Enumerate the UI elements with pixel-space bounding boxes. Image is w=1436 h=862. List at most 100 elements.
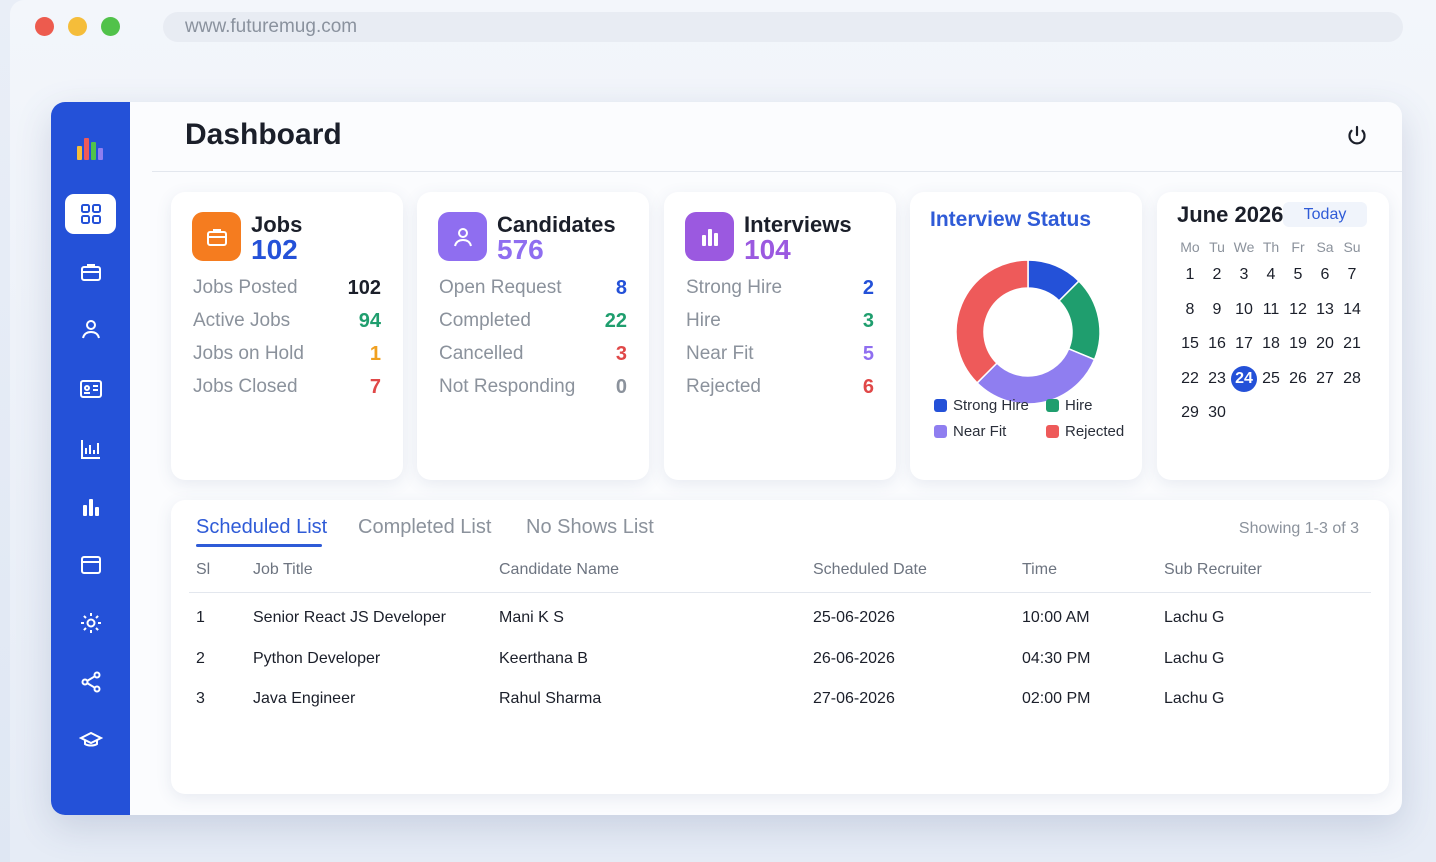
calendar-day[interactable]: 2 [1212, 266, 1222, 283]
sidebar-item-training[interactable] [65, 720, 116, 760]
calendar-day[interactable]: 13 [1316, 300, 1334, 318]
column-header-sub-recruiter: Sub Recruiter [1164, 561, 1262, 578]
calendar-day[interactable]: 11 [1262, 300, 1280, 318]
calendar-day[interactable]: 30 [1208, 404, 1226, 421]
calendar-weekday-label: Su [1343, 239, 1361, 255]
stat-row: Cancelled 3 [439, 342, 627, 366]
legend-swatch [1046, 425, 1059, 438]
stat-value: 7 [369, 375, 381, 398]
calendar-day[interactable]: 1 [1185, 266, 1195, 283]
cell-time: 02:00 PM [1022, 690, 1091, 707]
legend-label: Strong Hire [953, 397, 1029, 414]
main-content: Dashboard Jobs 102 Jobs Posted 102 Activ… [130, 102, 1402, 815]
sidebar-item-analytics[interactable] [65, 487, 116, 527]
calendar-day[interactable]: 21 [1343, 335, 1361, 352]
tab-no-shows-list[interactable]: No Shows List [526, 516, 654, 538]
calendar-day[interactable]: 22 [1181, 369, 1199, 387]
calendar-day[interactable]: 23 [1208, 369, 1226, 387]
stat-value: 2 [862, 276, 874, 299]
stat-row: Jobs Posted 102 [193, 276, 381, 300]
calendar-day[interactable]: 19 [1289, 335, 1307, 352]
close-window-button[interactable] [35, 17, 54, 36]
jobs-card: Jobs 102 Jobs Posted 102 Active Jobs 94 … [171, 192, 403, 480]
briefcase-icon [80, 264, 101, 281]
calendar-day[interactable]: 27 [1316, 369, 1334, 387]
line-chart-icon [80, 440, 100, 459]
tab-scheduled-list[interactable]: Scheduled List [196, 516, 328, 538]
legend-swatch [934, 425, 947, 438]
calendar-day[interactable]: 26 [1289, 369, 1307, 387]
calendar-day[interactable]: 5 [1293, 266, 1303, 283]
sidebar-item-jobs[interactable] [65, 252, 116, 292]
stat-label: Active Jobs [193, 310, 291, 331]
cell-job-title: Java Engineer [253, 690, 356, 707]
power-logout-icon[interactable] [1345, 124, 1369, 148]
calendar-day[interactable]: 8 [1185, 300, 1195, 318]
sidebar-item-dashboard[interactable] [65, 194, 116, 234]
maximize-window-button[interactable] [101, 17, 120, 36]
stat-label: Rejected [686, 376, 761, 397]
calendar-day[interactable]: 29 [1181, 404, 1199, 421]
sidebar-item-schedule[interactable] [65, 545, 116, 585]
tab-completed-list[interactable]: Completed List [358, 516, 492, 538]
pagination-status: Showing 1-3 of 3 [1238, 520, 1359, 537]
sidebar-item-candidates[interactable] [65, 309, 116, 349]
stat-label: Hire [686, 310, 721, 331]
stat-value: 6 [862, 375, 874, 398]
cell-sl: 2 [196, 650, 205, 667]
candidates-total: 576 [497, 234, 544, 265]
calendar-day[interactable]: 18 [1262, 335, 1280, 352]
minimize-window-button[interactable] [68, 17, 87, 36]
calendar-day[interactable]: 7 [1347, 266, 1357, 283]
sidebar-item-reports[interactable] [65, 429, 116, 469]
interviews-card-title: Interviews [744, 212, 852, 237]
calendar-day[interactable]: 28 [1343, 369, 1361, 387]
calendar-day[interactable]: 4 [1266, 266, 1276, 283]
calendar-day-selected[interactable]: 24 [1231, 365, 1257, 392]
cell-job-title: Senior React JS Developer [253, 609, 446, 626]
cell-candidate-name: Mani K S [499, 609, 564, 626]
cell-scheduled-date: 25-06-2026 [813, 609, 895, 626]
calendar-weekday-label: We [1233, 239, 1255, 255]
jobs-card-title: Jobs [251, 212, 303, 237]
window-controls [35, 17, 120, 36]
interview-status-card: Interview Status Strong Hire Hire Near F… [910, 192, 1142, 480]
active-tab-indicator [196, 544, 322, 547]
cell-sub-recruiter: Lachu G [1164, 650, 1225, 667]
table-header-divider [189, 592, 1371, 593]
calendar-day[interactable]: 25 [1262, 369, 1280, 387]
cell-candidate-name: Rahul Sharma [499, 690, 602, 707]
address-bar[interactable]: www.futuremug.com [163, 12, 1403, 42]
jobs-total: 102 [251, 234, 298, 265]
stat-row: Not Responding 0 [439, 375, 627, 399]
calendar-weekday-label: Mo [1180, 239, 1200, 255]
stat-value: 94 [358, 309, 381, 332]
legend-item-strong-hire: Strong Hire [934, 397, 1029, 414]
sidebar-item-share[interactable] [65, 662, 116, 702]
calendar-day[interactable]: 20 [1316, 335, 1334, 352]
sidebar-item-profiles[interactable] [65, 369, 116, 409]
stat-row: Near Fit 5 [686, 342, 874, 366]
calendar-day[interactable]: 10 [1235, 300, 1253, 318]
cell-candidate-name: Keerthana B [499, 650, 588, 667]
legend-swatch [934, 399, 947, 412]
calendar-day[interactable]: 16 [1208, 335, 1226, 352]
cell-sl: 3 [196, 690, 205, 707]
stat-value: 102 [347, 276, 381, 299]
cell-sl: 1 [196, 609, 205, 626]
candidates-card-icon-tile [438, 212, 487, 261]
stat-label: Jobs Posted [193, 277, 298, 298]
calendar-day[interactable]: 14 [1343, 300, 1361, 318]
calendar-day[interactable]: 17 [1235, 335, 1253, 352]
calendar-day[interactable]: 3 [1239, 266, 1249, 283]
calendar-month-label: June 2026 [1177, 202, 1284, 227]
calendar-day[interactable]: 15 [1181, 335, 1199, 352]
sidebar-item-settings[interactable] [65, 603, 116, 643]
sidebar [51, 102, 130, 815]
calendar-day[interactable]: 6 [1320, 266, 1330, 283]
today-button[interactable]: Today [1283, 202, 1367, 227]
calendar-day[interactable]: 9 [1212, 300, 1222, 318]
interviews-card-icon-tile [685, 212, 734, 261]
calendar-day[interactable]: 12 [1289, 300, 1307, 318]
app-logo-icon [77, 138, 103, 160]
